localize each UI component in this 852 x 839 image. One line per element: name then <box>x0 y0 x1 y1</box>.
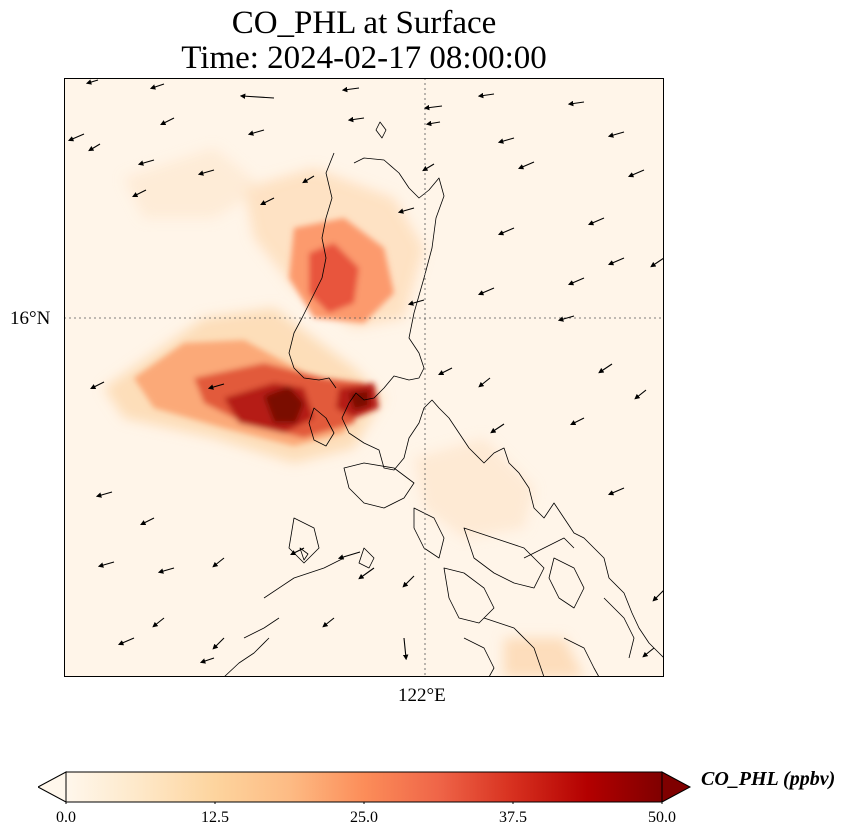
colorbar <box>38 771 692 804</box>
map-title: CO_PHL at Surface <box>231 5 497 41</box>
latitude-tick-label: 16°N <box>10 308 51 329</box>
colorbar-extend-max <box>661 771 692 803</box>
colorbar-tick-label: 25.0 <box>350 809 378 826</box>
colorbar-tick-label: 0.0 <box>56 809 76 826</box>
coastlines <box>223 121 664 677</box>
colorbar-tick-marks <box>65 802 663 804</box>
colorbar-tick-label: 37.5 <box>499 809 527 826</box>
map-frame <box>64 78 664 677</box>
colorbar-tick-label: 50.0 <box>648 809 676 826</box>
colorbar-label: CO_PHL (ppbv) <box>701 768 836 790</box>
gridlines <box>64 78 664 677</box>
map-plot-area <box>64 78 664 677</box>
colorbar-tick-label: 12.5 <box>201 809 229 826</box>
colorbar-body <box>65 771 663 803</box>
wind-vectors <box>67 79 664 664</box>
co-concentration-field <box>104 148 584 677</box>
longitude-tick-label: 122°E <box>398 685 446 706</box>
colorbar-extend-min <box>38 771 67 803</box>
map-subtitle-time: Time: 2024-02-17 08:00:00 <box>181 40 547 76</box>
